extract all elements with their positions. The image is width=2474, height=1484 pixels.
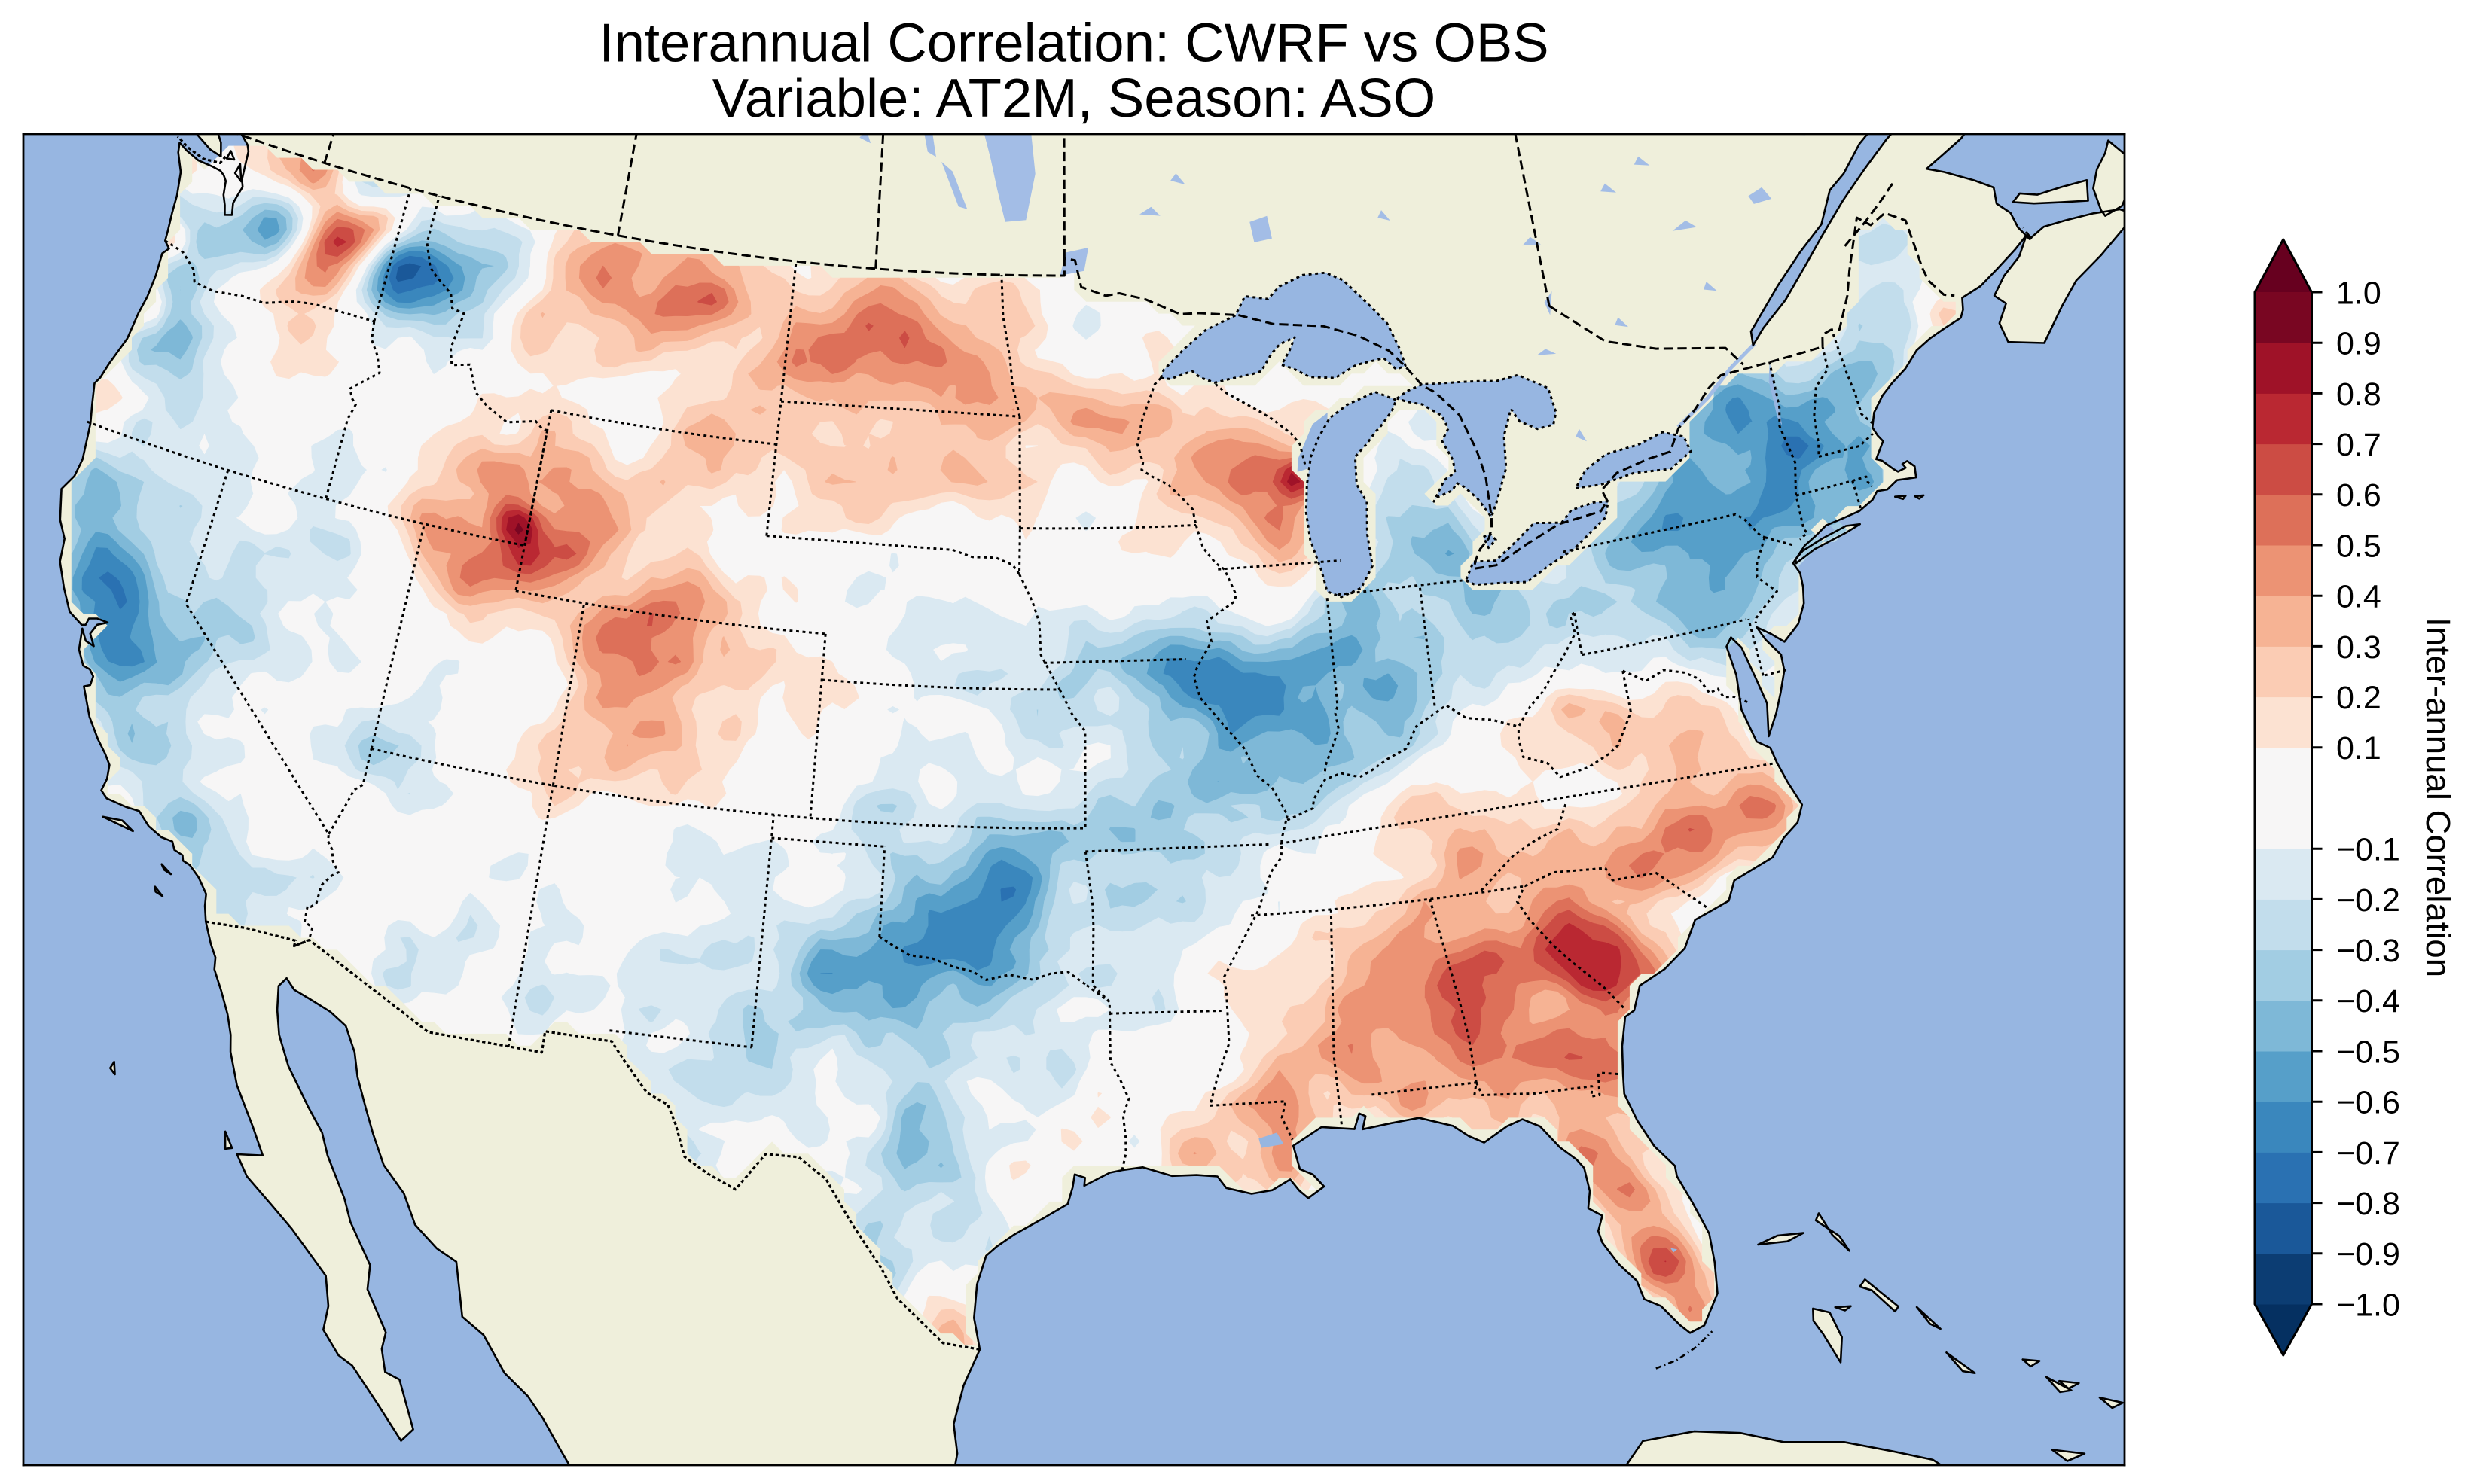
svg-text:0.3: 0.3 (2336, 629, 2381, 666)
svg-text:0.2: 0.2 (2336, 680, 2381, 716)
svg-text:Variable: AT2M, Season: ASO: Variable: AT2M, Season: ASO (712, 68, 1435, 129)
svg-text:0.1: 0.1 (2336, 730, 2381, 766)
svg-text:−0.7: −0.7 (2336, 1135, 2400, 1172)
svg-text:Inter-annual Correlation: Inter-annual Correlation (2419, 617, 2457, 977)
svg-text:Interannual Correlation: CWRF: Interannual Correlation: CWRF vs OBS (599, 13, 1548, 74)
svg-text:0.8: 0.8 (2336, 376, 2381, 413)
svg-text:0.9: 0.9 (2336, 326, 2381, 362)
svg-text:−0.5: −0.5 (2336, 1034, 2400, 1070)
svg-text:−0.8: −0.8 (2336, 1186, 2400, 1222)
svg-text:−0.2: −0.2 (2336, 882, 2400, 919)
svg-text:−0.3: −0.3 (2336, 933, 2400, 969)
svg-text:0.5: 0.5 (2336, 528, 2381, 564)
svg-text:0.6: 0.6 (2336, 477, 2381, 513)
svg-text:−0.1: −0.1 (2336, 832, 2400, 868)
svg-text:0.7: 0.7 (2336, 427, 2381, 463)
svg-text:0.4: 0.4 (2336, 579, 2381, 615)
svg-text:−0.4: −0.4 (2336, 983, 2400, 1019)
svg-text:−1.0: −1.0 (2336, 1287, 2400, 1323)
svg-text:1.0: 1.0 (2336, 275, 2381, 311)
svg-text:−0.9: −0.9 (2336, 1236, 2400, 1272)
svg-text:−0.6: −0.6 (2336, 1085, 2400, 1121)
